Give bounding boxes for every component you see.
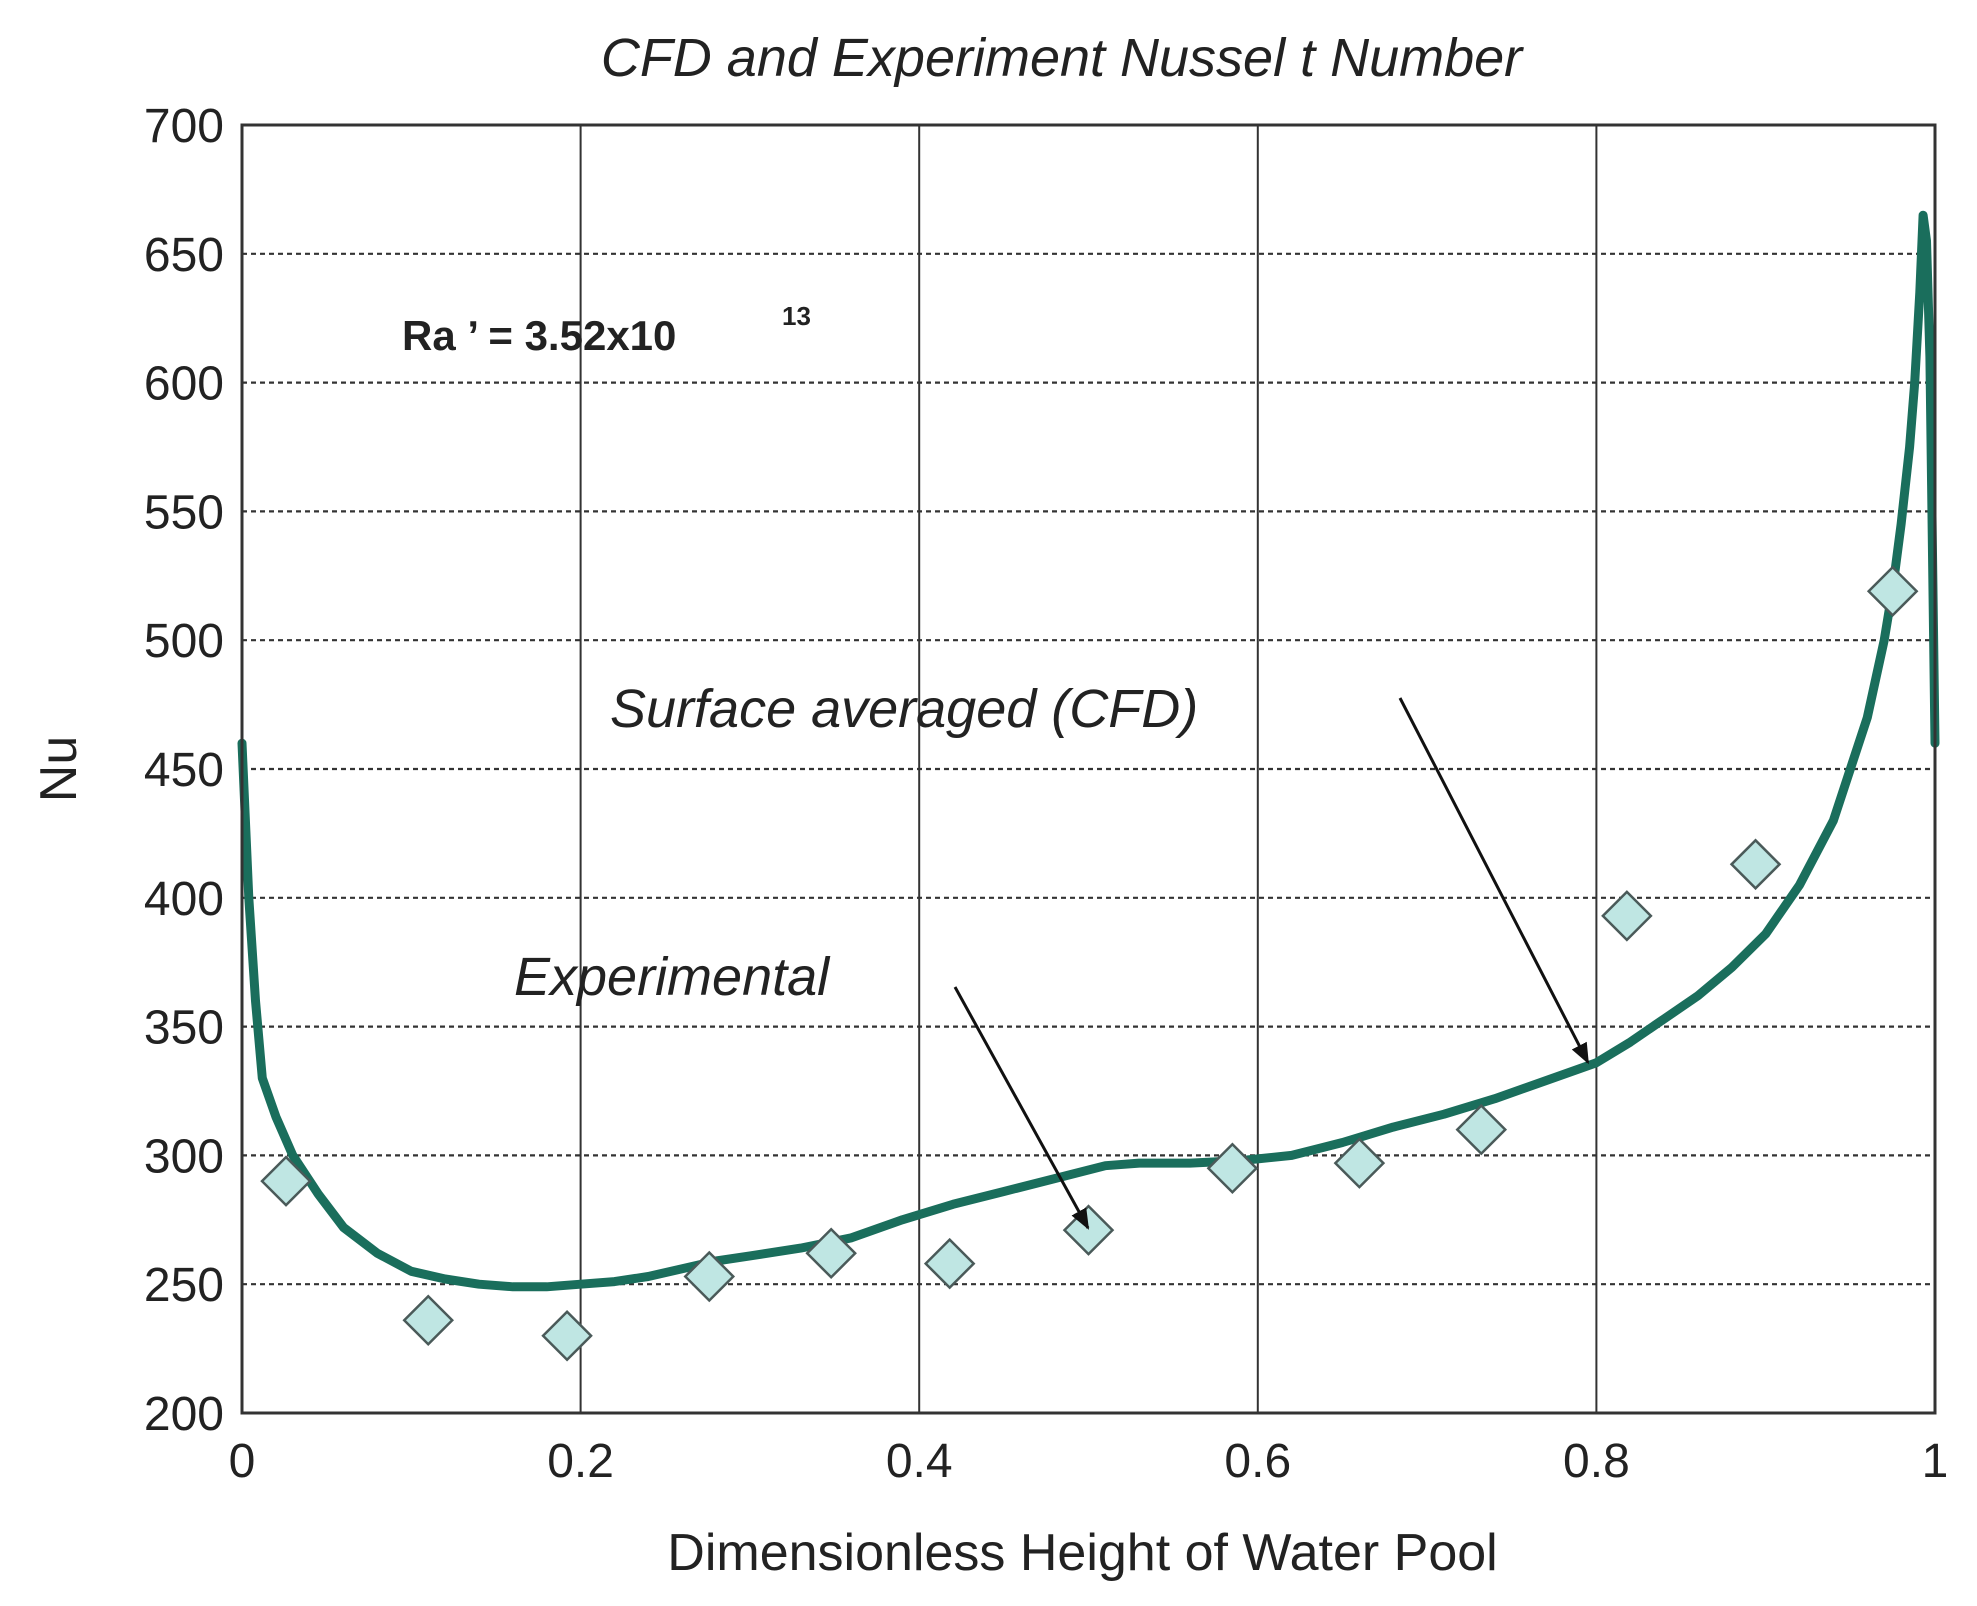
cfd-annotation-label: Surface averaged (CFD): [610, 679, 1198, 739]
x-tick-label: 0.2: [547, 1435, 614, 1488]
y-tick-label: 700: [144, 100, 224, 153]
y-tick-label: 350: [144, 1002, 224, 1055]
experimental-point: [683, 1250, 736, 1303]
plot-frame: [240, 123, 1937, 1415]
axes: [240, 123, 1937, 1415]
y-tick-label: 200: [144, 1388, 224, 1441]
rayleigh-exponent: 13: [782, 301, 811, 331]
x-tick-label: 0.6: [1224, 1435, 1291, 1488]
y-tick-label: 650: [144, 229, 224, 282]
y-axis-title: Nu: [30, 736, 88, 802]
annotation-layer: Surface averaged (CFD) Experimental Ra ’ =…: [402, 301, 1590, 1230]
experimental-point: [1729, 838, 1782, 891]
cfd-series-line: [237, 210, 1940, 1292]
y-tick-label: 500: [144, 615, 224, 668]
marker-layer: [260, 565, 1919, 1362]
experimental-point: [1866, 565, 1919, 618]
x-axis-title: Dimensionless Height of Water Pool: [667, 1524, 1497, 1582]
y-tick-label: 550: [144, 486, 224, 539]
experimental-point: [541, 1309, 593, 1362]
chart-title: CFD and Experiment Nussel t Number: [601, 28, 1524, 88]
x-tick-label: 0.4: [886, 1435, 953, 1488]
experimental-point: [1062, 1204, 1115, 1256]
labels: 200 250 300 350 400 450 500 550 600 650 700 0 0.2 0.4…: [30, 28, 1948, 1582]
y-tick-label: 300: [144, 1130, 224, 1183]
experimental-point: [1455, 1103, 1508, 1156]
x-tick-label: 1: [1922, 1435, 1949, 1488]
x-tick-label: 0: [229, 1435, 256, 1488]
series-layer: [237, 210, 1940, 1292]
experimental-annotation-label: Experimental: [514, 947, 831, 1007]
rayleigh-number-label: Ra ’ = 3.52x10: [402, 312, 676, 359]
experimental-point: [805, 1227, 857, 1280]
y-tick-label: 600: [144, 358, 224, 411]
experimental-point: [1206, 1142, 1259, 1195]
experimental-point: [923, 1237, 976, 1290]
experimental-point: [1333, 1137, 1386, 1189]
experimental-annotation-arrow: [953, 986, 1090, 1230]
experimental-point: [402, 1294, 454, 1347]
x-tick-label: 0.8: [1563, 1435, 1630, 1488]
y-tick-label: 400: [144, 873, 224, 926]
cfd-annotation-arrow: [1398, 697, 1590, 1065]
experimental-point: [1601, 890, 1653, 942]
y-tick-label: 250: [144, 1259, 224, 1312]
y-tick-label: 450: [144, 744, 224, 797]
experimental-point: [260, 1155, 312, 1207]
